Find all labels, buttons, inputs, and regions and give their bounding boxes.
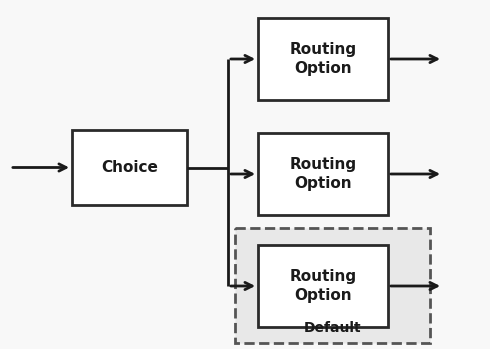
Bar (258, 18, 388, 100)
Text: Default: Default (304, 321, 361, 335)
Bar (235, 228, 430, 343)
Text: Routing
Option: Routing Option (290, 157, 357, 191)
Bar (72, 130, 187, 205)
Bar (258, 245, 388, 327)
Text: Routing
Option: Routing Option (290, 42, 357, 76)
Text: Routing
Option: Routing Option (290, 269, 357, 303)
Text: Choice: Choice (101, 160, 158, 175)
Bar (258, 133, 388, 215)
